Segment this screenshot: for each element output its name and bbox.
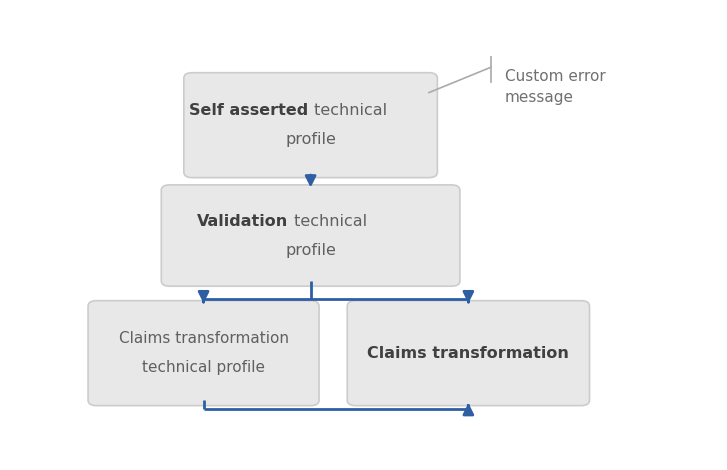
Text: technical: technical <box>289 213 367 228</box>
Text: technical: technical <box>309 103 387 118</box>
Text: Claims transformation: Claims transformation <box>119 331 289 346</box>
Text: profile: profile <box>285 132 336 147</box>
FancyBboxPatch shape <box>88 301 319 406</box>
FancyBboxPatch shape <box>161 185 460 286</box>
Text: profile: profile <box>285 243 336 258</box>
Text: technical profile: technical profile <box>142 360 265 375</box>
Text: Custom error
message: Custom error message <box>505 69 606 105</box>
FancyBboxPatch shape <box>348 301 590 406</box>
FancyBboxPatch shape <box>184 73 438 178</box>
Text: Validation: Validation <box>197 213 288 228</box>
Text: Claims transformation: Claims transformation <box>367 345 569 360</box>
Text: Self asserted: Self asserted <box>188 103 308 118</box>
